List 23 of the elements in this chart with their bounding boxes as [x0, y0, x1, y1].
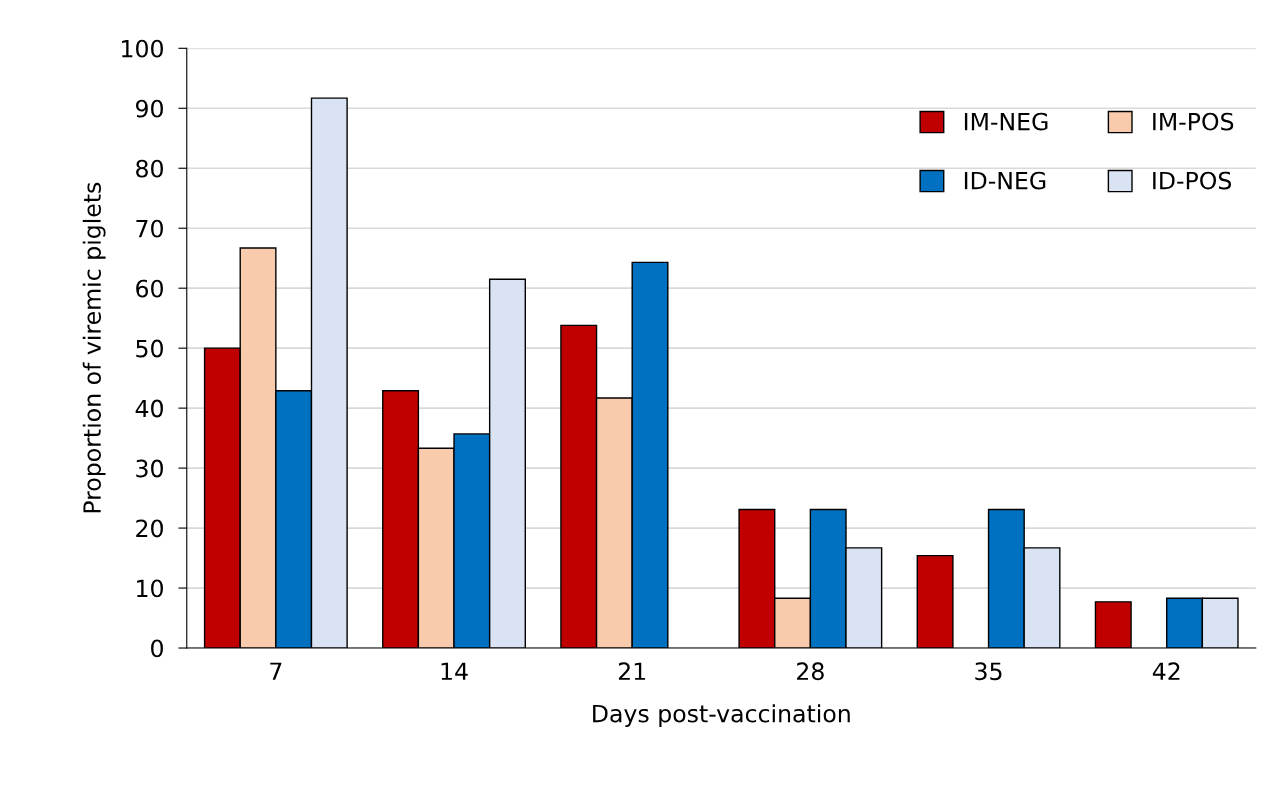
legend-label: IM-NEG	[964, 112, 1048, 131]
x-tick-label: 35	[975, 662, 1002, 681]
x-tick-label: 21	[618, 662, 646, 680]
x-axis-title: Days post-vaccination	[593, 704, 850, 728]
y-tick-label: 100	[122, 39, 163, 58]
legend-label: IM-POS	[1153, 112, 1234, 131]
y-tick-label: 30	[136, 459, 163, 478]
x-tick-label: 7	[270, 662, 282, 680]
y-tick-label: 10	[137, 579, 163, 598]
y-tick-label: 60	[136, 279, 163, 298]
y-tick-label: 90	[135, 99, 163, 118]
y-tick-label: 70	[136, 219, 163, 238]
x-tick-label: 42	[1152, 662, 1180, 680]
y-tick-label: 80	[136, 159, 163, 178]
y-tick-label: 50	[136, 339, 163, 358]
legend-label: ID-NEG	[964, 171, 1046, 190]
y-axis-title: Proportion of viremic piglets	[82, 182, 106, 513]
x-tick-label: 14	[441, 662, 468, 680]
legend-label: ID-POS	[1153, 171, 1232, 190]
y-tick-label: 20	[136, 519, 163, 538]
x-tick-label: 28	[797, 662, 824, 681]
y-tick-label: 0	[151, 639, 163, 658]
y-tick-label: 40	[135, 399, 163, 418]
